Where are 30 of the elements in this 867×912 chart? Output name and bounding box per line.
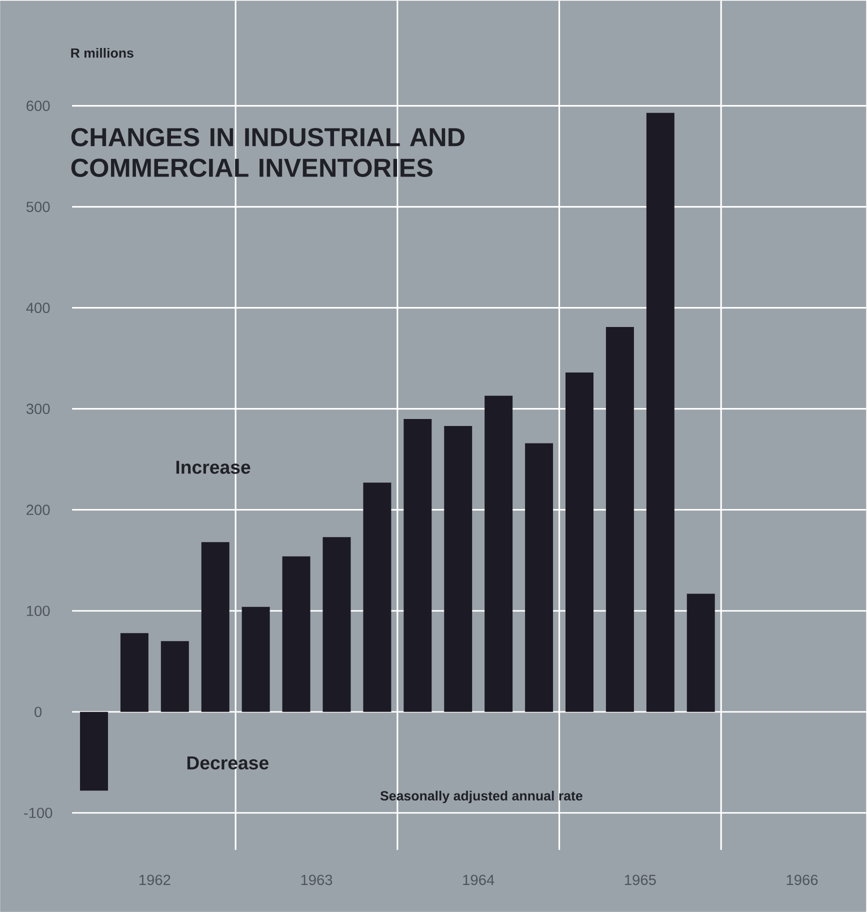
bar	[363, 482, 392, 712]
bar	[160, 641, 189, 712]
bar	[444, 426, 472, 712]
y-tick-label: 600	[26, 100, 50, 112]
y-axis-title: R millions	[71, 48, 134, 58]
y-tick-label: 100	[26, 606, 50, 616]
bar	[282, 556, 310, 712]
bar	[525, 443, 554, 712]
y-tick-label: 0	[34, 706, 42, 718]
x-tick-label: 1964	[463, 874, 494, 886]
x-tick-label: 1962	[139, 874, 170, 886]
bar	[484, 396, 513, 712]
x-tick-label: 1963	[301, 874, 332, 886]
x-tick-label: 1965	[624, 874, 656, 886]
bar	[686, 594, 715, 712]
y-tick-label: 200	[26, 504, 50, 516]
bar	[322, 537, 351, 712]
bar	[646, 112, 674, 712]
bar	[404, 418, 432, 712]
y-tick-label: 400	[26, 302, 50, 314]
bar	[242, 606, 270, 712]
y-tick-label: 300	[26, 404, 50, 414]
y-tick-label: 500	[26, 202, 50, 212]
y-tick-label: -100	[24, 808, 52, 818]
bar	[606, 327, 634, 712]
bar	[120, 633, 148, 712]
x-tick-label: 1966	[786, 874, 818, 886]
bar	[80, 712, 108, 791]
bar	[201, 542, 230, 712]
bar	[565, 372, 594, 712]
